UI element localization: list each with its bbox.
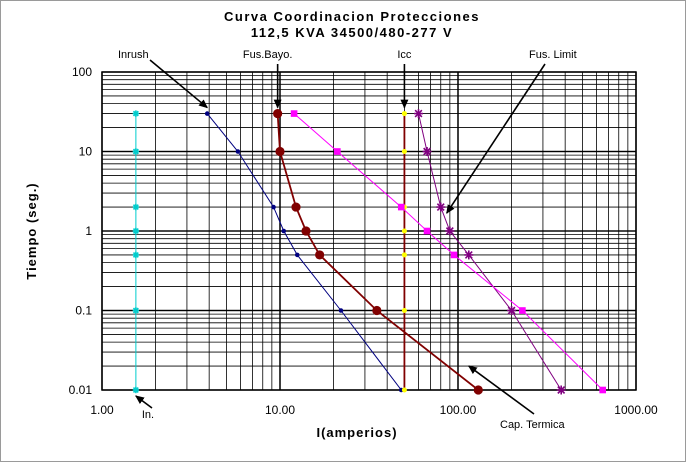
data-point bbox=[275, 146, 285, 157]
y-tick-label: 1 bbox=[85, 224, 92, 238]
data-point bbox=[271, 204, 276, 210]
series-fus-bayo bbox=[273, 108, 483, 395]
y-axis-label: Tiempo (seg.) bbox=[24, 182, 39, 279]
data-point bbox=[281, 228, 287, 234]
data-point bbox=[132, 148, 139, 155]
data-point bbox=[132, 251, 139, 258]
data-point bbox=[338, 308, 344, 313]
data-point bbox=[445, 227, 454, 235]
data-point bbox=[423, 227, 431, 235]
data-point bbox=[132, 110, 139, 117]
data-point bbox=[315, 250, 325, 260]
x-axis-label: I(amperios) bbox=[316, 425, 397, 440]
data-point bbox=[132, 387, 139, 393]
annotation-label: Cap. Termica bbox=[500, 419, 565, 431]
y-tick-label: 0.1 bbox=[75, 304, 92, 318]
data-point bbox=[132, 307, 139, 314]
x-tick-label: 1.00 bbox=[90, 403, 114, 417]
annotation: Fus. Limit bbox=[446, 49, 577, 214]
data-point bbox=[290, 110, 298, 117]
series-cap-termica bbox=[290, 110, 606, 394]
data-point bbox=[401, 252, 407, 258]
series-in bbox=[132, 110, 140, 394]
data-point bbox=[401, 149, 407, 154]
annotation: Icc bbox=[397, 49, 412, 109]
data-point bbox=[464, 250, 473, 259]
data-point bbox=[401, 111, 407, 117]
data-point bbox=[132, 204, 139, 211]
data-point bbox=[401, 387, 407, 393]
annotation: Inrush bbox=[118, 49, 208, 109]
annotation-label: Icc bbox=[397, 49, 412, 61]
x-tick-label: 100.00 bbox=[440, 403, 477, 417]
data-point bbox=[397, 203, 405, 211]
annotation-label: Fus. Limit bbox=[529, 49, 577, 61]
series-fus-limit bbox=[414, 109, 566, 395]
data-point bbox=[294, 252, 300, 258]
series-icc bbox=[401, 111, 407, 393]
chart-subtitle: 112,5 KVA 34500/480-277 V bbox=[251, 25, 453, 40]
data-point bbox=[204, 111, 210, 116]
data-point bbox=[507, 306, 516, 315]
annotation-arrow bbox=[135, 395, 153, 409]
data-point bbox=[599, 386, 606, 394]
annotation: In. bbox=[135, 395, 154, 421]
data-point bbox=[519, 307, 526, 314]
annotation-label: In. bbox=[142, 409, 154, 421]
chart-title: Curva Coordinacion Protecciones bbox=[224, 9, 480, 24]
y-tick-label: 0.01 bbox=[69, 383, 93, 397]
data-point bbox=[401, 308, 407, 313]
data-point bbox=[273, 108, 283, 119]
grid-lines bbox=[101, 71, 637, 391]
data-point bbox=[301, 226, 311, 236]
data-point bbox=[436, 203, 445, 212]
series-inrush bbox=[204, 111, 404, 393]
plot-area-border bbox=[101, 71, 637, 391]
data-point bbox=[334, 148, 341, 155]
data-point bbox=[291, 202, 301, 212]
data-point bbox=[132, 228, 139, 234]
data-point bbox=[372, 305, 382, 316]
annotation: Cap. Termica bbox=[467, 365, 565, 431]
y-tick-label: 10 bbox=[79, 145, 93, 159]
annotations: Inrush Fus.Bayo. Icc Fus. Limit In. Cap. Term… bbox=[118, 49, 577, 431]
annotation-label: Inrush bbox=[118, 49, 149, 61]
data-point bbox=[235, 149, 241, 154]
annotation-label: Fus.Bayo. bbox=[243, 49, 293, 61]
data-point bbox=[414, 109, 423, 118]
data-point bbox=[557, 386, 566, 394]
data-point bbox=[423, 147, 431, 156]
x-tick-label: 1000.00 bbox=[614, 403, 658, 417]
annotation-arrow bbox=[446, 63, 546, 214]
tick-labels: 1.00 10.00 100.00 1000.00 0.01 0.1 1 10 100 bbox=[69, 65, 658, 417]
series-layer bbox=[132, 108, 606, 395]
annotation-arrow bbox=[149, 59, 208, 109]
y-tick-label: 100 bbox=[72, 65, 92, 79]
annotation-arrow bbox=[467, 365, 535, 415]
annotation: Fus.Bayo. bbox=[243, 49, 293, 109]
x-tick-label: 10.00 bbox=[265, 403, 295, 417]
data-point bbox=[450, 251, 458, 259]
data-point bbox=[473, 385, 483, 395]
data-point bbox=[401, 228, 407, 234]
